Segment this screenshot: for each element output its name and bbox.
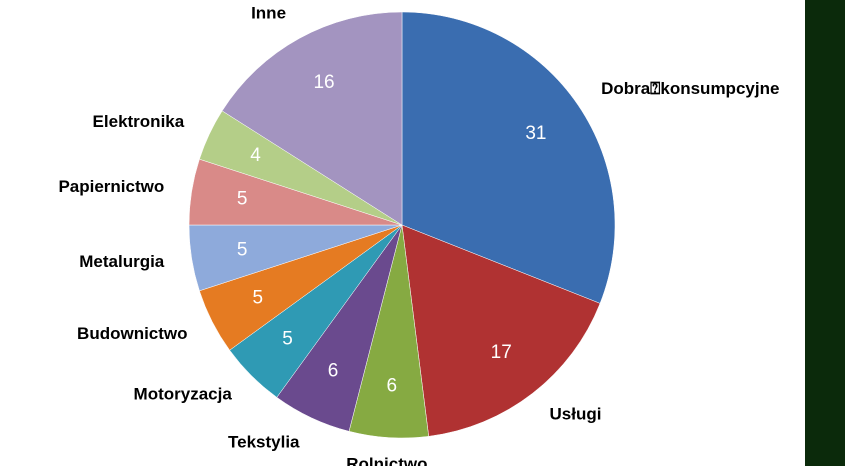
value-label: 5 xyxy=(237,189,248,210)
category-label: Inne xyxy=(251,4,286,23)
category-label: Papiernictwo xyxy=(58,177,164,196)
pie xyxy=(188,11,616,439)
category-label: Rolnictwo xyxy=(346,455,427,466)
value-label: 5 xyxy=(252,288,263,309)
category-label: Tekstylia xyxy=(228,432,300,451)
value-label: 5 xyxy=(237,239,248,260)
value-label: 6 xyxy=(328,360,339,381)
value-label: 31 xyxy=(525,123,546,144)
category-label: Metalurgia xyxy=(79,252,165,271)
value-label: 16 xyxy=(313,72,334,93)
pie-slice xyxy=(401,224,601,437)
value-label: 4 xyxy=(250,145,261,166)
pie-slice xyxy=(221,11,403,226)
category-label: Motoryzacja xyxy=(134,385,233,404)
value-label: 17 xyxy=(491,342,512,363)
value-label: 6 xyxy=(387,376,398,397)
value-label: 5 xyxy=(282,328,293,349)
side-panel xyxy=(805,0,845,466)
category-label: Elektronika xyxy=(93,112,185,131)
pie-slice xyxy=(401,11,616,304)
category-label: Budownictwo xyxy=(77,324,187,343)
category-label: Dobra⍰konsumpcyjne xyxy=(601,79,779,98)
category-label: Usługi xyxy=(550,405,602,424)
labels: 31 Dobra⍰konsumpcyjne 17 Usługi 6 Rolnictwo 6 T… xyxy=(58,4,779,466)
